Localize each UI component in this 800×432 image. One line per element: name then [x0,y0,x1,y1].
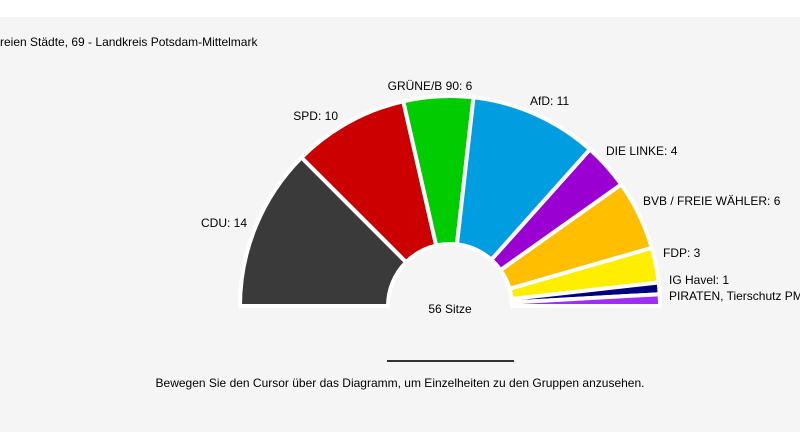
slice-label-8: PIRATEN, Tierschutz PM [669,289,800,303]
slice-label-0: CDU: 14 [201,216,247,230]
slice-label-5: BVB / FREIE WÄHLER: 6 [643,194,781,208]
total-seats-label: 56 Sitze [428,302,472,316]
slice-label-6: FDP: 3 [663,246,701,260]
slice-afd[interactable] [454,95,592,262]
slice-label-3: AfD: 11 [530,94,569,108]
slice-cdu[interactable] [238,155,409,308]
slice-label-1: SPD: 10 [293,109,338,123]
slice-label-7: IG Havel: 1 [669,273,729,287]
divider-line [387,360,514,362]
slice-label-4: DIE LINKE: 4 [606,144,678,158]
hover-hint: Bewegen Sie den Cursor über das Diagramm… [155,376,645,390]
slice-label-2: GRÜNE/B 90: 6 [388,79,473,93]
slice-piraten-tierschutz-pm[interactable] [509,292,663,308]
chart-labels: CDU: 14 SPD: 10 GRÜNE/B 90: 6 AfD: 11 DIE LI… [201,79,800,303]
breadcrumb: reien Städte, 69 - Landkreis Potsdam-Mit… [0,35,258,49]
chart-slices [238,94,663,308]
